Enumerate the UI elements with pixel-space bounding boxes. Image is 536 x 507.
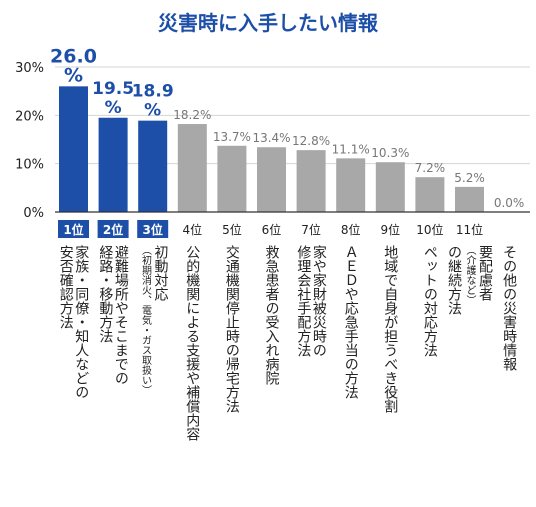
- y-tick-label: 10%: [15, 158, 44, 173]
- bar: [375, 162, 405, 212]
- bar: [177, 124, 207, 212]
- rank-label: 3位: [143, 222, 163, 237]
- y-tick-label: 20%: [15, 109, 44, 124]
- bar: [257, 147, 286, 212]
- rank-label: 9位: [380, 222, 400, 237]
- bar: [415, 177, 445, 212]
- y-axis-ticks: 0% 10% 20% 30%: [15, 61, 44, 221]
- y-tick-label: 0%: [23, 206, 44, 221]
- value-label: 18.9: [132, 82, 174, 102]
- y-tick-label: 30%: [15, 61, 44, 76]
- value-label: 5.2%: [454, 171, 485, 185]
- bar: [217, 145, 247, 212]
- rank-label: 8位: [341, 222, 361, 237]
- rank-label: 5位: [222, 222, 242, 237]
- category-label: 公的機関による支援や補償内容: [184, 245, 200, 441]
- value-label-unit: %: [105, 98, 122, 118]
- rank-badge: [97, 220, 129, 238]
- category-label: 修理会社手配方法: [295, 245, 311, 357]
- category-label: の継続方法: [446, 245, 462, 315]
- category-label: 要配慮者: [477, 245, 493, 301]
- category-label: ペットの対応方法: [422, 245, 438, 357]
- category-label: 家族・同僚・知人などの: [73, 244, 89, 399]
- category-label: 避難場所やそこまでの: [113, 245, 129, 385]
- rank-label: 1位: [63, 222, 83, 237]
- category-label: その他の災害時情報: [501, 245, 517, 371]
- category-label: ＡＥＤや応急手当の方法: [343, 245, 359, 399]
- category-label: （初期消火、電気・ガス取扱い）: [139, 245, 151, 395]
- value-label: 18.2%: [173, 108, 211, 122]
- value-label: 26.0: [50, 45, 97, 67]
- category-label: （介護など）: [464, 245, 476, 305]
- bar: [296, 150, 326, 212]
- bars: [59, 86, 484, 212]
- rank-labels: 1位 2位 3位 4位 5位 6位 7位 8位 9位 10位 11位: [58, 220, 483, 238]
- value-label: 13.7%: [213, 130, 251, 144]
- rank-label: 11位: [456, 222, 483, 237]
- bar: [336, 158, 366, 212]
- value-label: 19.5: [92, 79, 134, 99]
- value-label-unit: %: [64, 64, 83, 86]
- category-label: 経路・移動方法: [97, 245, 113, 343]
- category-label: 救急患者の受入れ病院: [264, 245, 280, 386]
- rank-label: 6位: [262, 222, 282, 237]
- category-label: 安否確認方法: [58, 245, 74, 329]
- gridlines: [55, 66, 530, 165]
- value-label: 0.0%: [494, 196, 525, 210]
- chart-title: 災害時に入手したい情報: [158, 11, 379, 35]
- bar: [98, 117, 128, 212]
- category-label: 地域で自身が担うべき役割: [382, 245, 398, 413]
- rank-badge: [137, 220, 169, 238]
- rank-badge: [58, 220, 89, 238]
- category-label: 家や家財被災時の: [311, 244, 327, 357]
- value-label: 13.4%: [252, 131, 290, 145]
- value-labels: 26.0%19.5%18.9% 18.2%13.7% 13.4% 12.8%11.1%…: [50, 45, 524, 210]
- category-label: 交通機関停止時の帰宅方法: [224, 244, 240, 413]
- value-label: 11.1%: [332, 142, 370, 156]
- value-label: 12.8%: [292, 134, 330, 148]
- value-label: 10.3%: [371, 146, 409, 160]
- bar: [59, 86, 88, 212]
- rank-label: 7位: [301, 222, 321, 237]
- bar: [138, 120, 168, 212]
- value-label: 7.2%: [415, 161, 446, 175]
- bar: [455, 186, 484, 212]
- category-label: 初動対応: [152, 244, 168, 302]
- rank-label: 10位: [416, 222, 443, 237]
- rank-label: 2位: [103, 222, 123, 237]
- rank-label: 4位: [182, 222, 202, 237]
- value-label-unit: %: [144, 101, 161, 121]
